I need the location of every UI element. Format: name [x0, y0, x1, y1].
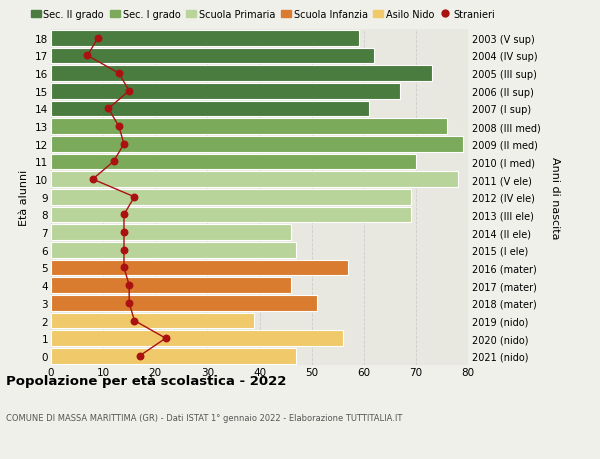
- Point: [124, 300, 134, 307]
- Point: [124, 282, 134, 289]
- Bar: [51, 101, 369, 117]
- Bar: [51, 83, 468, 101]
- Bar: [51, 348, 296, 364]
- Point: [109, 158, 118, 166]
- Legend: Sec. II grado, Sec. I grado, Scuola Primaria, Scuola Infanzia, Asilo Nido, Stran: Sec. II grado, Sec. I grado, Scuola Prim…: [31, 10, 495, 20]
- Point: [135, 353, 145, 360]
- Point: [119, 211, 129, 218]
- Bar: [51, 31, 359, 46]
- Bar: [51, 137, 463, 152]
- Bar: [51, 47, 468, 65]
- Bar: [51, 206, 468, 224]
- Bar: [51, 154, 416, 170]
- Bar: [51, 207, 410, 223]
- Point: [119, 264, 129, 272]
- Point: [130, 317, 139, 325]
- Point: [124, 88, 134, 95]
- Bar: [51, 259, 468, 277]
- Point: [83, 53, 92, 60]
- Bar: [51, 277, 468, 294]
- Point: [93, 35, 103, 42]
- Point: [161, 335, 170, 342]
- Bar: [51, 225, 291, 241]
- Bar: [51, 49, 374, 64]
- Bar: [51, 242, 296, 258]
- Bar: [51, 313, 254, 329]
- Point: [104, 106, 113, 113]
- Bar: [51, 119, 447, 134]
- Bar: [51, 153, 468, 171]
- Bar: [51, 241, 468, 259]
- Bar: [51, 312, 468, 330]
- Point: [119, 141, 129, 148]
- Point: [88, 176, 98, 184]
- Bar: [51, 30, 468, 47]
- Y-axis label: Anni di nascita: Anni di nascita: [550, 156, 560, 239]
- Bar: [51, 65, 468, 83]
- Bar: [51, 278, 291, 293]
- Text: COMUNE DI MASSA MARITTIMA (GR) - Dati ISTAT 1° gennaio 2022 - Elaborazione TUTTI: COMUNE DI MASSA MARITTIMA (GR) - Dati IS…: [6, 413, 403, 422]
- Bar: [51, 171, 468, 189]
- Point: [119, 246, 129, 254]
- Bar: [51, 330, 468, 347]
- Bar: [51, 294, 468, 312]
- Bar: [51, 172, 458, 187]
- Point: [114, 123, 124, 130]
- Y-axis label: Età alunni: Età alunni: [19, 169, 29, 225]
- Bar: [51, 189, 468, 206]
- Bar: [51, 296, 317, 311]
- Bar: [51, 260, 348, 276]
- Point: [114, 70, 124, 78]
- Point: [119, 229, 129, 236]
- Bar: [51, 84, 400, 99]
- Bar: [51, 118, 468, 136]
- Bar: [51, 224, 468, 241]
- Bar: [51, 101, 468, 118]
- Bar: [51, 330, 343, 346]
- Bar: [51, 347, 468, 365]
- Point: [130, 194, 139, 201]
- Text: Popolazione per età scolastica - 2022: Popolazione per età scolastica - 2022: [6, 374, 286, 387]
- Bar: [51, 136, 468, 153]
- Bar: [51, 190, 410, 205]
- Bar: [51, 66, 431, 82]
